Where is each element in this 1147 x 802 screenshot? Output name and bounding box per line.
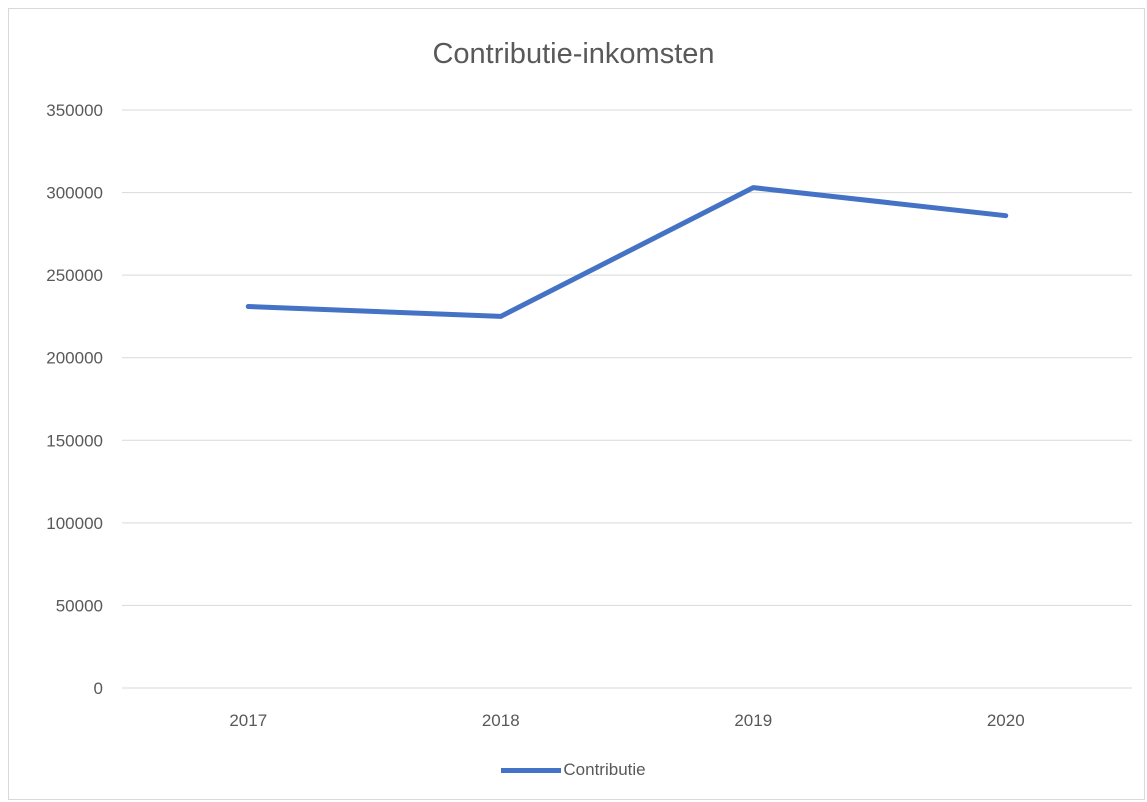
legend-swatch xyxy=(501,767,562,773)
y-tick-label: 50000 xyxy=(56,596,103,615)
chart-title: Contributie-inkomsten xyxy=(432,38,715,70)
y-axis-ticks: 0 50000 100000 150000 200000 250000 300000 3500… xyxy=(46,101,103,698)
legend: Contributie xyxy=(0,760,1147,780)
legend-label: Contributie xyxy=(563,760,646,779)
y-tick-label: 350000 xyxy=(46,101,103,120)
y-tick-label: 100000 xyxy=(46,514,103,533)
x-tick-label: 2019 xyxy=(734,711,772,730)
y-tick-label: 300000 xyxy=(46,184,103,203)
x-axis-ticks: 2017 2018 2019 2020 xyxy=(229,711,1024,730)
x-tick-label: 2017 xyxy=(229,711,267,730)
x-tick-label: 2020 xyxy=(987,711,1025,730)
gridlines xyxy=(122,109,1132,689)
chart-frame xyxy=(8,8,1145,800)
series-layer xyxy=(245,185,1009,319)
y-tick-label: 150000 xyxy=(46,431,103,450)
series-line xyxy=(245,185,1009,319)
y-tick-label: 0 xyxy=(94,679,103,698)
y-tick-label: 200000 xyxy=(46,349,103,368)
y-tick-label: 250000 xyxy=(46,266,103,285)
x-tick-label: 2018 xyxy=(482,711,520,730)
